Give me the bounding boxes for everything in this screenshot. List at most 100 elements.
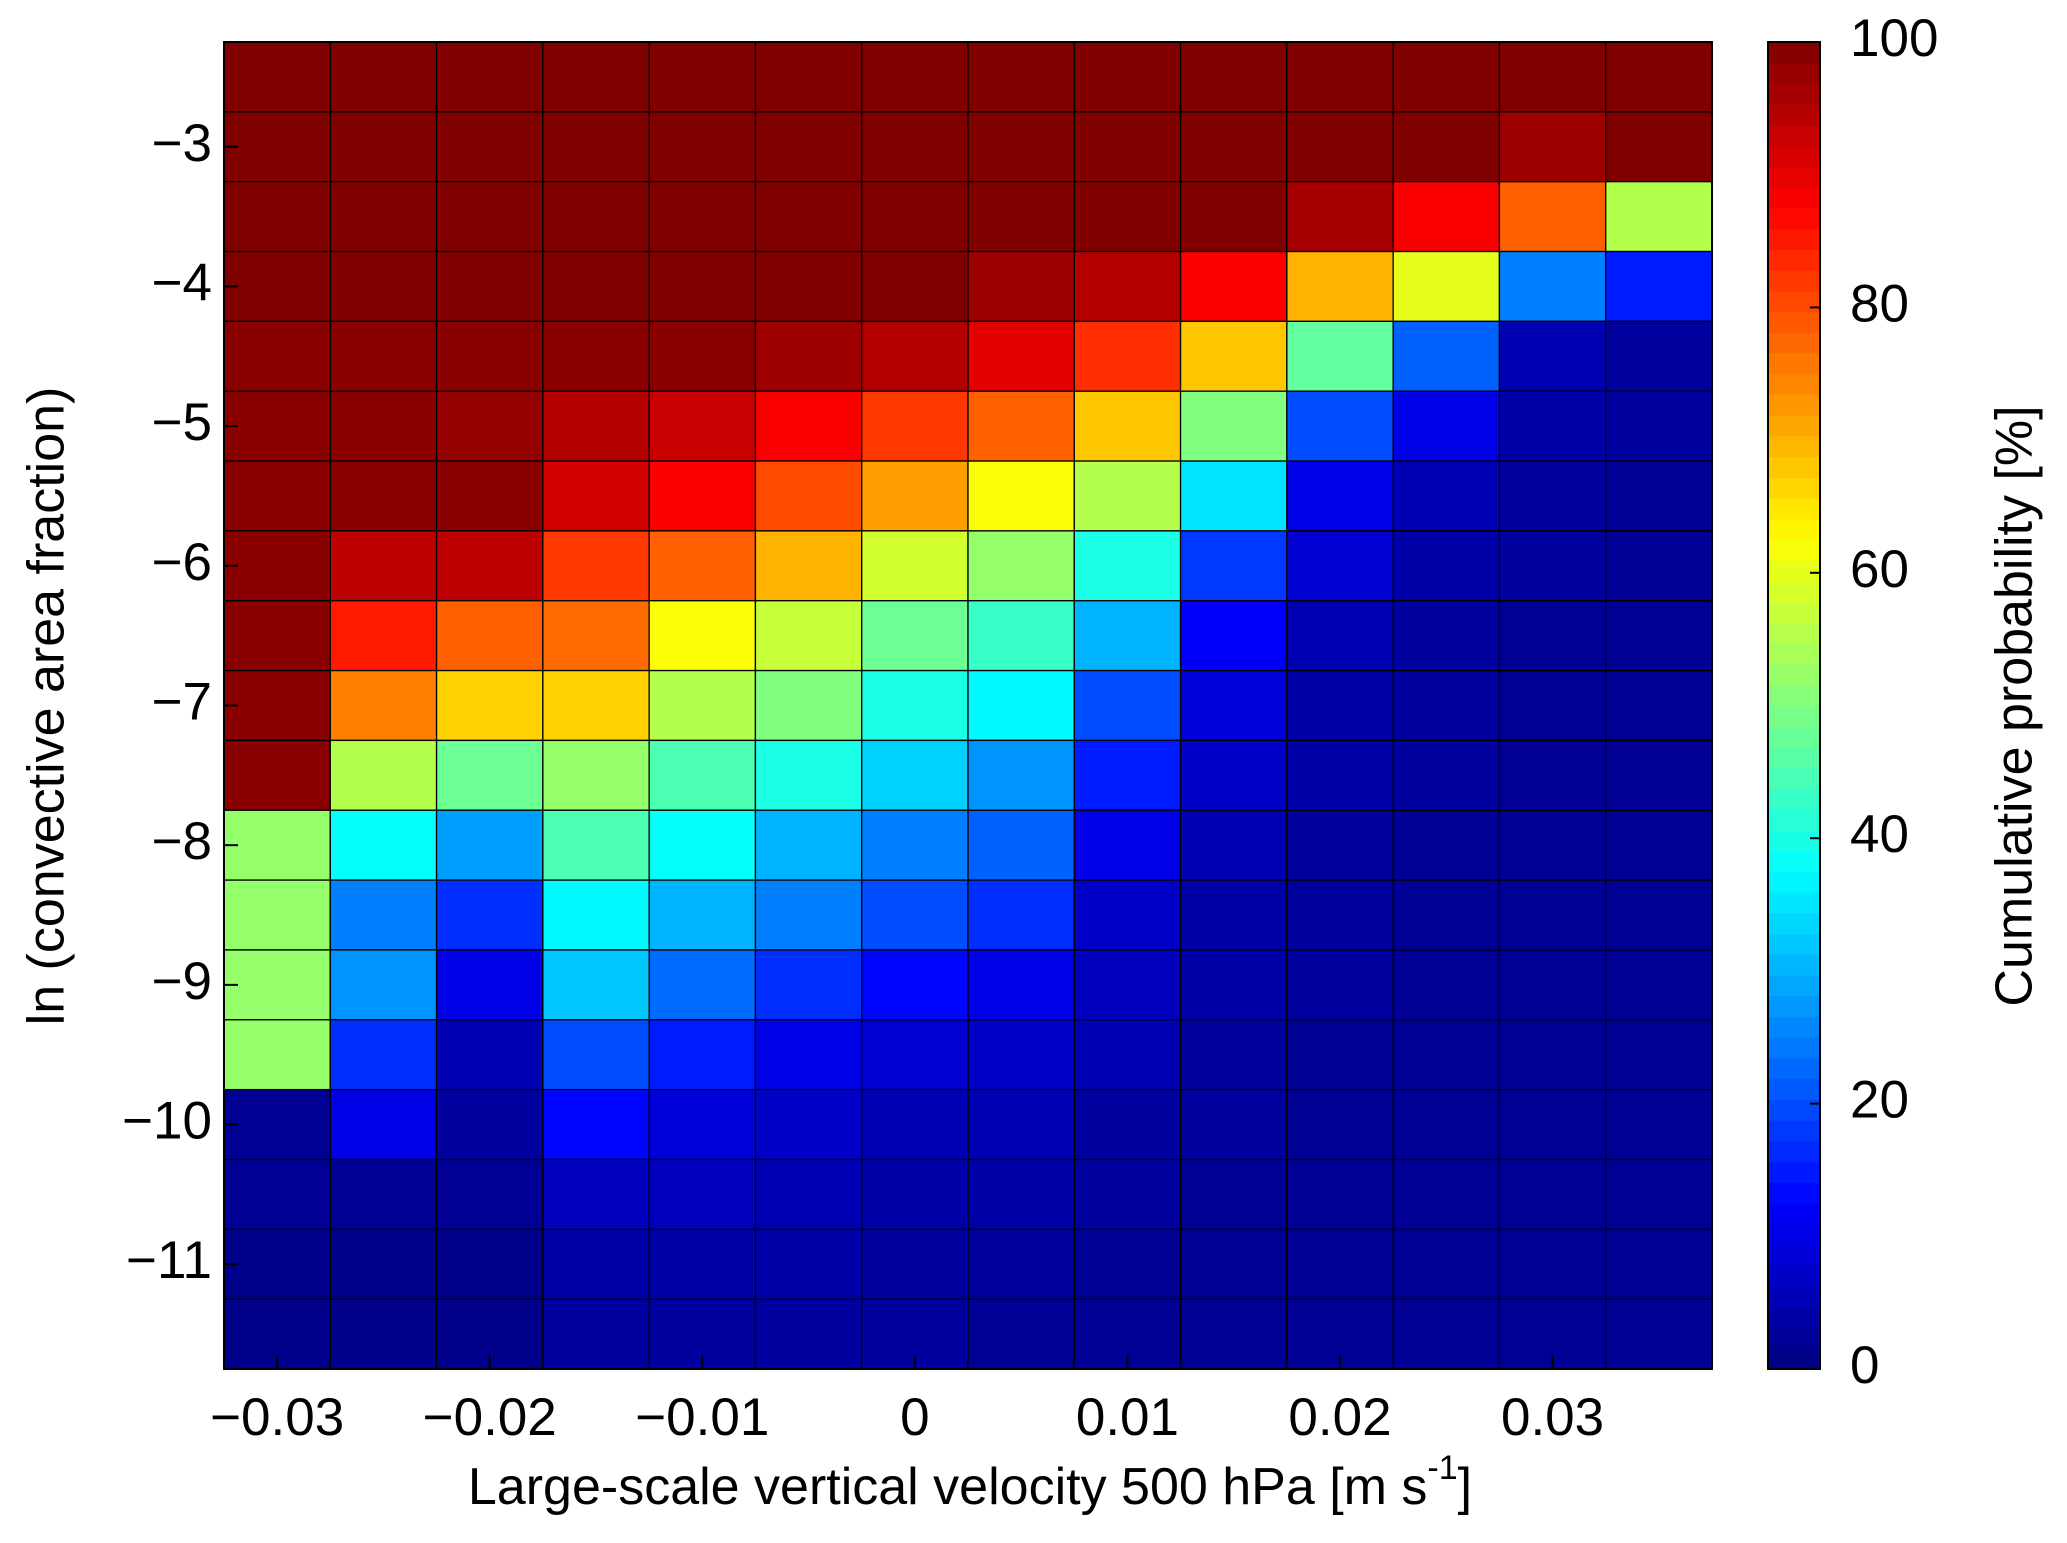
heatmap-cell bbox=[1179, 111, 1288, 183]
heatmap-cell bbox=[1073, 320, 1182, 392]
colorbar-swatch bbox=[1768, 456, 1820, 479]
heatmap-cell bbox=[542, 1298, 650, 1370]
colorbar-swatch bbox=[1768, 705, 1820, 727]
heatmap-cell bbox=[542, 320, 650, 392]
colorbar-swatch bbox=[1768, 104, 1820, 126]
colorbar-swatch bbox=[1768, 539, 1820, 561]
heatmap-cell bbox=[542, 250, 650, 323]
heatmap-cell bbox=[1605, 949, 1713, 1021]
heatmap-cell bbox=[542, 1088, 650, 1161]
heatmap-cell bbox=[329, 669, 438, 742]
heatmap-cell bbox=[1498, 181, 1607, 253]
heatmap-cell bbox=[223, 949, 331, 1021]
heatmap-cell bbox=[1392, 1298, 1501, 1370]
colorbar-tick-label: 0 bbox=[1850, 1336, 1879, 1395]
heatmap-cell bbox=[861, 600, 969, 672]
heatmap-cell bbox=[1498, 460, 1607, 532]
heatmap-cell bbox=[648, 181, 757, 253]
heatmap-cell bbox=[1179, 41, 1288, 113]
colorbar-swatch bbox=[1768, 83, 1820, 105]
heatmap-cell bbox=[1392, 111, 1501, 183]
colorbar-swatch bbox=[1768, 1140, 1820, 1163]
heatmap-cell bbox=[967, 1158, 1075, 1230]
heatmap-cell bbox=[223, 181, 331, 253]
heatmap-cell bbox=[967, 111, 1075, 183]
colorbar-swatch bbox=[1768, 1223, 1820, 1246]
heatmap-cell bbox=[435, 250, 544, 323]
colorbar-swatch bbox=[1768, 394, 1820, 416]
heatmap-cell bbox=[1073, 669, 1182, 742]
colorbar-swatch bbox=[1768, 270, 1820, 292]
heatmap-cell bbox=[435, 530, 544, 602]
heatmap-cell bbox=[1179, 879, 1288, 951]
x-tick-label: 0.03 bbox=[1501, 1388, 1604, 1447]
heatmap-cell bbox=[329, 530, 438, 602]
heatmap-cell bbox=[1073, 181, 1182, 253]
heatmap-cell bbox=[223, 111, 331, 183]
heatmap-cell bbox=[223, 250, 331, 323]
colorbar-swatch bbox=[1768, 933, 1820, 955]
heatmap-cell bbox=[1498, 1019, 1607, 1091]
heatmap-cell bbox=[1179, 669, 1288, 742]
heatmap-cell bbox=[1498, 879, 1607, 951]
heatmap-cell bbox=[435, 41, 544, 113]
heatmap-cell bbox=[1392, 879, 1501, 951]
heatmap-cell bbox=[329, 111, 438, 183]
heatmap-cell bbox=[861, 181, 969, 253]
colorbar-swatch bbox=[1768, 62, 1820, 85]
heatmap-cell bbox=[648, 1298, 757, 1370]
heatmap-cell bbox=[1179, 250, 1288, 323]
heatmap-cell bbox=[861, 739, 969, 811]
heatmap-cell bbox=[542, 739, 650, 811]
heatmap-cell bbox=[648, 390, 757, 462]
colorbar-swatch bbox=[1768, 1037, 1820, 1059]
heatmap-cell bbox=[648, 41, 757, 113]
y-tick-label: −4 bbox=[152, 253, 212, 312]
colorbar-swatch bbox=[1768, 581, 1820, 603]
colorbar-tick-label: 20 bbox=[1850, 1071, 1909, 1130]
heatmap-cell bbox=[435, 111, 544, 183]
heatmap-cell bbox=[967, 1019, 1075, 1091]
heatmap-cell bbox=[1605, 181, 1713, 253]
heatmap-cell bbox=[648, 879, 757, 951]
heatmap-cell bbox=[1392, 390, 1501, 462]
heatmap-cell bbox=[1392, 949, 1501, 1021]
heatmap-cell bbox=[223, 879, 331, 951]
y-tick-label: −7 bbox=[152, 673, 212, 732]
heatmap-cell bbox=[1392, 1228, 1501, 1300]
y-tick-label: −8 bbox=[152, 812, 212, 871]
heatmap-cell bbox=[223, 1019, 331, 1091]
colorbar-swatch bbox=[1768, 995, 1820, 1018]
heatmap-cell bbox=[967, 1228, 1075, 1300]
heatmap-cell bbox=[542, 530, 650, 602]
heatmap-cell bbox=[1073, 949, 1182, 1021]
heatmap-cell bbox=[542, 1158, 650, 1230]
heatmap-cell bbox=[967, 390, 1075, 462]
heatmap-cell bbox=[861, 250, 969, 323]
heatmap-cell bbox=[1073, 111, 1182, 183]
heatmap-cell bbox=[1179, 1228, 1288, 1300]
heatmap-cell bbox=[1392, 669, 1501, 742]
colorbar-swatch bbox=[1768, 1306, 1820, 1329]
colorbar-swatch bbox=[1768, 850, 1820, 872]
colorbar-swatch bbox=[1768, 664, 1820, 686]
heatmap-cell bbox=[648, 1088, 757, 1161]
colorbar-swatch bbox=[1768, 477, 1820, 499]
y-tick-label: −10 bbox=[122, 1092, 212, 1151]
heatmap-cell bbox=[1286, 949, 1394, 1021]
colorbar-swatch bbox=[1768, 373, 1820, 396]
colorbar-swatch bbox=[1768, 871, 1820, 893]
heatmap-cell bbox=[1498, 669, 1607, 742]
heatmap-cell bbox=[1073, 739, 1182, 811]
heatmap-cell bbox=[754, 1228, 863, 1300]
heatmap-cell bbox=[542, 879, 650, 951]
heatmap-cell bbox=[1286, 320, 1394, 392]
heatmap-cell bbox=[754, 600, 863, 672]
heatmap-cell bbox=[223, 809, 331, 881]
heatmap-cell bbox=[861, 41, 969, 113]
heatmap-cell bbox=[1073, 460, 1182, 532]
colorbar-swatch bbox=[1768, 829, 1820, 852]
heatmap-cell bbox=[223, 1088, 331, 1161]
heatmap-cell bbox=[1179, 390, 1288, 462]
